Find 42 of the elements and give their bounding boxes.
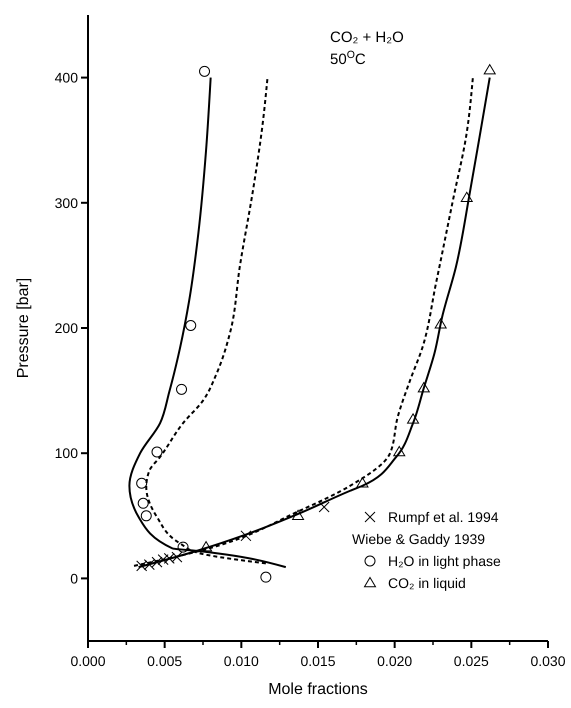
point: [152, 446, 162, 458]
point: [418, 382, 430, 392]
point: [292, 510, 304, 520]
point: [407, 413, 420, 424]
y-tick-label: 300: [54, 194, 78, 211]
legend-label: CO₂ in liquid: [388, 575, 466, 591]
legend-label: H₂O in light phase: [388, 553, 502, 569]
y-axis-title: Pressure [bar]: [15, 278, 32, 378]
y-tick-label: 100: [54, 445, 78, 462]
point: [152, 556, 162, 568]
point: [318, 502, 330, 513]
x-tick-label: 0.015: [300, 653, 336, 669]
point: [136, 478, 148, 489]
y-tick-label: 0: [70, 570, 78, 586]
x-tick-label: 0.030: [530, 653, 566, 669]
point: [240, 530, 252, 542]
annotation: 50$^{O}$C: [330, 49, 366, 68]
point: [260, 572, 272, 583]
x-tick-label: 0.000: [70, 653, 106, 669]
legend-label: Rumpf et al. 1994: [388, 509, 499, 525]
point: [199, 66, 210, 77]
point: [434, 318, 447, 328]
x-tick-label: 0.025: [454, 653, 490, 669]
point: [158, 554, 169, 566]
annotation: CO₂ + H₂O: [330, 29, 404, 46]
y-tick-label: 400: [54, 70, 78, 86]
point: [484, 64, 496, 74]
point: [356, 477, 368, 488]
point: [200, 541, 212, 552]
x-tick-label: 0.010: [224, 653, 260, 669]
annotation: Wiebe & Gaddy 1939: [352, 531, 486, 547]
point: [178, 542, 189, 553]
point: [185, 320, 196, 331]
point: [460, 192, 473, 202]
x-tick-label: 0.020: [377, 653, 412, 669]
y-tick-label: 200: [54, 320, 78, 336]
point: [176, 384, 188, 395]
x-axis-title: Mole fractions: [268, 681, 368, 698]
point: [138, 498, 149, 509]
x-tick-label: 0.005: [147, 653, 182, 669]
point: [393, 446, 406, 456]
point: [140, 510, 152, 522]
